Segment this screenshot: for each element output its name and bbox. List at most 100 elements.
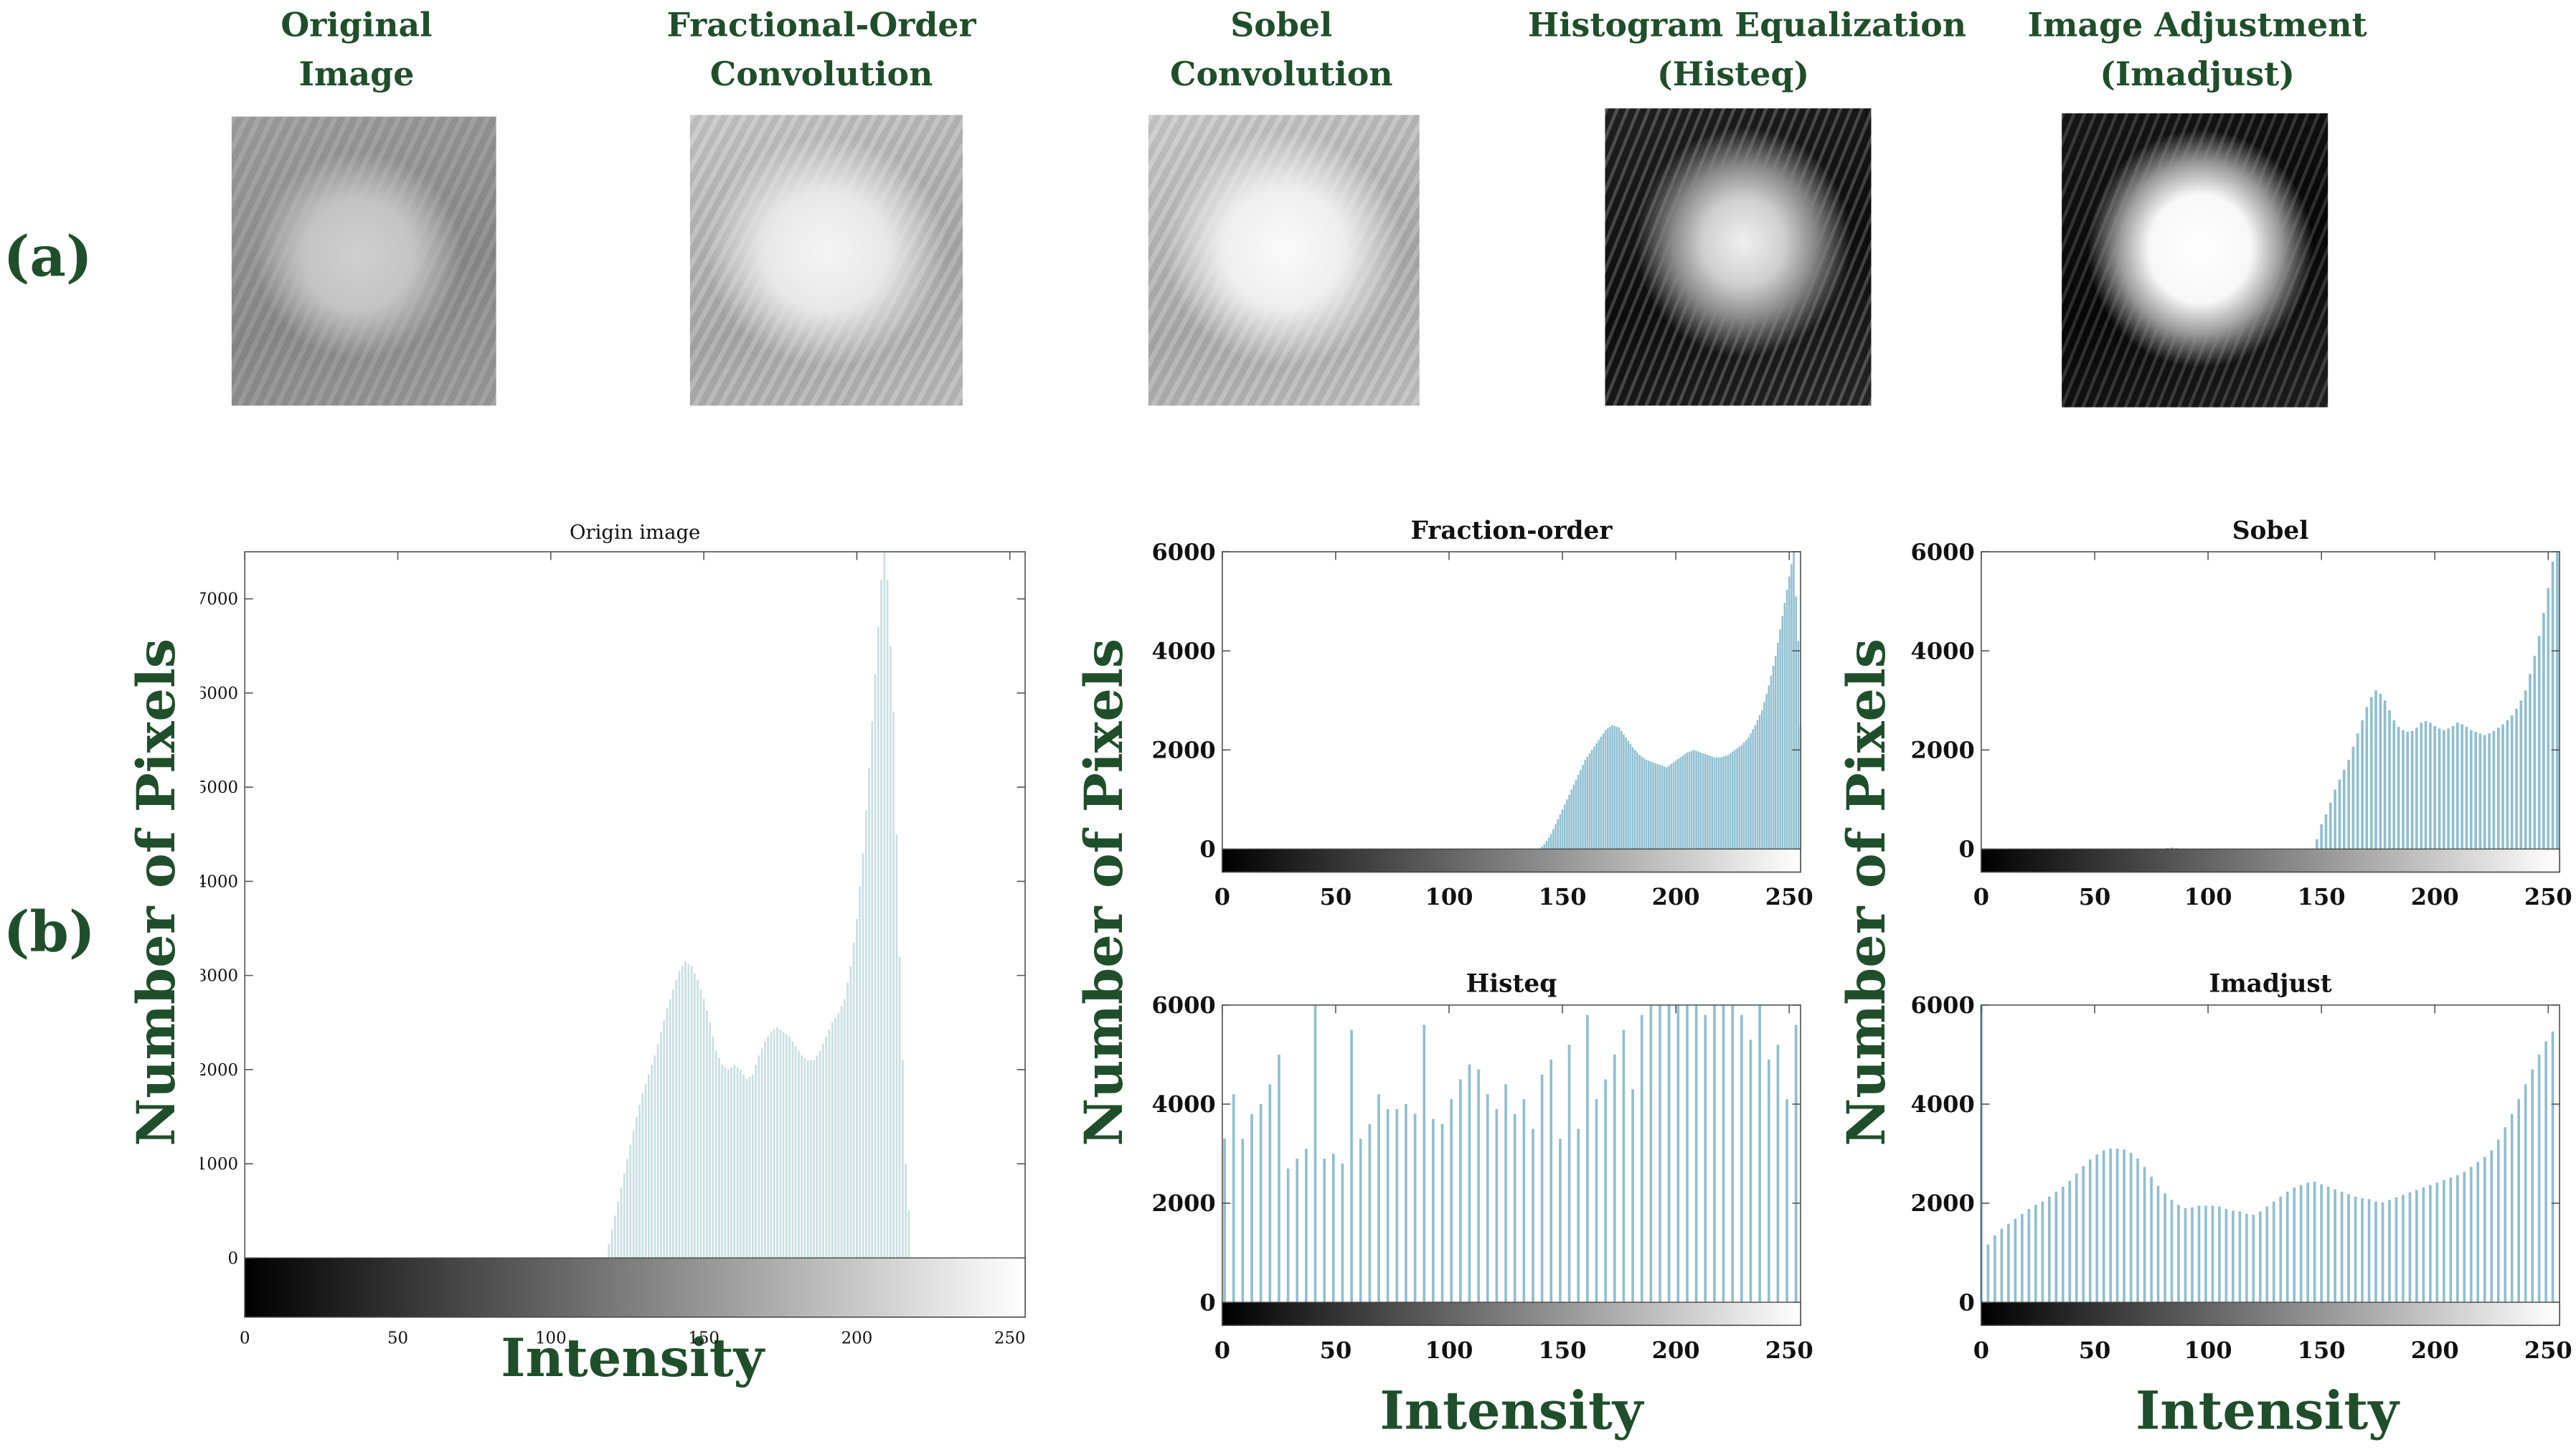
bar	[2429, 1185, 2432, 1303]
x-tick-label: 100	[1425, 883, 1473, 910]
bar	[2542, 613, 2545, 849]
bar	[1618, 728, 1620, 849]
ylabel-left: Number of Pixels	[125, 638, 188, 1146]
x-tick-label: 150	[2298, 1337, 2346, 1364]
bar	[1532, 1129, 1534, 1303]
xlabel-left: Intensity	[501, 1327, 765, 1390]
bar	[684, 961, 687, 1258]
bar	[2365, 707, 2369, 849]
bar	[702, 999, 705, 1258]
bar	[2529, 674, 2532, 849]
bar	[2469, 730, 2473, 849]
bar	[1664, 766, 1666, 849]
bar	[663, 1020, 666, 1258]
bar	[2501, 724, 2504, 849]
bar	[2000, 1228, 2004, 1303]
bar	[871, 721, 874, 1258]
bar	[1758, 715, 1761, 849]
bar	[1641, 756, 1643, 849]
bar	[1486, 1094, 1489, 1303]
bar	[1776, 1045, 1780, 1303]
caption-sobel-line2: Convolution	[1170, 54, 1393, 94]
bar	[1686, 752, 1689, 849]
bar	[1268, 1084, 1272, 1303]
bar	[1779, 629, 1781, 849]
bar	[2320, 1184, 2323, 1303]
x-tick-label: 0	[1973, 883, 1989, 910]
bar	[868, 768, 870, 1258]
bar	[2299, 1185, 2303, 1303]
bar	[1540, 1074, 1544, 1303]
bar	[1686, 1004, 1689, 1303]
bar	[1717, 757, 1720, 849]
bar	[2129, 1152, 2133, 1303]
bar	[1727, 755, 1730, 849]
bar	[2515, 708, 2518, 849]
bar	[1607, 728, 1609, 849]
bar	[1702, 753, 1704, 849]
bar	[2474, 731, 2477, 849]
y-tick-label: 4000	[1151, 1091, 1215, 1118]
chart-title-imadjust: Imadjust	[2209, 970, 2331, 999]
bar	[1749, 1040, 1752, 1303]
caption-original-line2: Image	[298, 54, 415, 94]
bar	[1684, 754, 1686, 849]
bar	[837, 1013, 840, 1258]
bar	[742, 1074, 745, 1258]
bar	[1768, 685, 1770, 849]
bar	[785, 1034, 788, 1258]
bar	[644, 1083, 647, 1258]
bar	[1729, 753, 1732, 849]
bar	[1711, 756, 1713, 849]
ylabel-middle: Number of Pixels	[1072, 638, 1136, 1146]
bar	[1745, 740, 1747, 849]
x-tick-label: 200	[1652, 883, 1700, 910]
bar	[614, 1215, 616, 1258]
bar	[730, 1067, 732, 1258]
bar	[647, 1074, 650, 1258]
bar	[1994, 1235, 1996, 1303]
axes-box-imadjust	[1981, 1004, 2561, 1327]
bar	[1278, 1054, 1280, 1303]
bar	[1547, 837, 1550, 849]
bar	[1713, 757, 1716, 849]
bar	[1629, 744, 1632, 849]
bar	[2551, 561, 2554, 849]
bar	[2041, 1201, 2044, 1303]
bar	[1649, 1004, 1653, 1303]
bar	[1627, 740, 1630, 849]
bar	[2510, 715, 2514, 849]
bar	[779, 1030, 782, 1258]
bar	[1241, 1139, 1245, 1303]
x-tick-label: 0	[1214, 883, 1230, 910]
y-tick-label: 2000	[1151, 1190, 1215, 1217]
bar	[803, 1058, 806, 1258]
bar	[1604, 1079, 1607, 1303]
y-tick-label: 6000	[1911, 992, 1975, 1019]
bar	[2326, 1187, 2330, 1303]
x-tick-label: 200	[841, 1329, 873, 1347]
bar	[2524, 1084, 2527, 1303]
bar	[1688, 751, 1691, 849]
bar	[1668, 766, 1670, 849]
bar	[2424, 721, 2428, 849]
bar	[2438, 728, 2441, 849]
histogram-histeq: Histeq 0 2000 4000 6000 0 50 100 150 200 250	[1151, 970, 1813, 1364]
xlabel-right: Intensity	[2136, 1379, 2399, 1442]
bar	[825, 1036, 828, 1258]
x-tick-label: 50	[1320, 883, 1352, 910]
colorbar-histeq	[1222, 1301, 1801, 1326]
bar	[806, 1060, 809, 1258]
xlabel-middle: Intensity	[1379, 1379, 1643, 1442]
bar	[1758, 1004, 1761, 1303]
bar	[2115, 1149, 2119, 1303]
y-tick-label: 0	[1958, 1289, 1974, 1316]
axes-box-sobel	[1981, 551, 2561, 873]
bar	[1552, 829, 1554, 849]
caption-fractional-line1: Fractional-Order	[666, 4, 976, 44]
bar	[2109, 1149, 2112, 1303]
bar	[669, 999, 671, 1258]
bar	[1545, 840, 1548, 849]
histogram-origin: Origin image0100020003000400050006000700…	[200, 522, 1026, 1347]
bar	[877, 627, 879, 1258]
